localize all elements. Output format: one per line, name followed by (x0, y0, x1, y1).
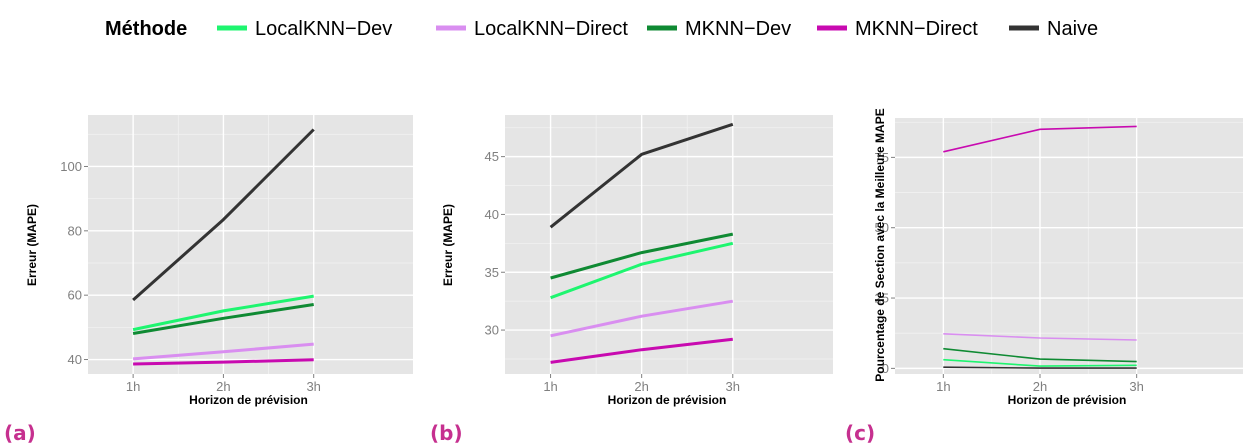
legend-label: LocalKNN−Direct (474, 18, 628, 40)
series-line (132, 303, 314, 335)
y-axis-title: Pourcentage de Section avec la Meilleure… (873, 108, 887, 381)
y-tick-label: 25 (875, 291, 889, 306)
series-line (550, 299, 734, 338)
series-line (132, 294, 314, 332)
legend-label: LocalKNN−Dev (255, 18, 392, 40)
y-axis-title: Erreur (MAPE) (25, 204, 39, 286)
series-line (549, 122, 734, 229)
x-axis-title: Horizon de prévision (608, 393, 727, 407)
y-tick-label: 100 (60, 159, 82, 174)
plot-panel (505, 115, 833, 374)
x-tick-label: 3h (306, 379, 320, 394)
plot-panel (88, 115, 413, 374)
series-line (550, 241, 734, 300)
x-tick-label: 2h (216, 379, 230, 394)
y-tick-label: 35 (485, 265, 499, 280)
legend-label: MKNN−Direct (855, 18, 978, 40)
y-tick-label: 40 (68, 352, 82, 367)
x-tick-label: 2h (634, 379, 648, 394)
series-line (550, 337, 733, 364)
series-line (132, 128, 315, 302)
panel-label: (a) (4, 421, 36, 445)
y-tick-label: 75 (875, 150, 889, 165)
y-tick-label: 50 (875, 220, 889, 235)
x-tick-label: 2h (1033, 379, 1047, 394)
x-axis-title: Horizon de prévision (1008, 393, 1127, 407)
y-tick-label: 30 (485, 323, 499, 338)
series-line (943, 125, 1137, 153)
panel-label: (b) (430, 421, 463, 445)
x-tick-label: 1h (126, 379, 140, 394)
y-tick-label: 0 (882, 361, 889, 376)
x-tick-label: 3h (726, 379, 740, 394)
series-line (943, 366, 1137, 369)
x-axis-title: Horizon de prévision (189, 393, 308, 407)
y-axis-title: Erreur (MAPE) (441, 204, 455, 286)
y-tick-label: 80 (68, 223, 82, 238)
series-line (550, 232, 734, 280)
series-line (943, 347, 1137, 363)
series-line (132, 342, 314, 361)
legend-label: Naive (1047, 18, 1098, 40)
x-tick-label: 1h (543, 379, 557, 394)
x-tick-label: 3h (1129, 379, 1143, 394)
legend-title: Méthode (105, 18, 187, 40)
y-tick-label: 40 (485, 207, 499, 222)
plot-panel (895, 118, 1243, 374)
series-line (943, 358, 1137, 367)
panel-label: (c) (845, 421, 875, 445)
series-line (943, 333, 1137, 341)
y-tick-label: 60 (68, 288, 82, 303)
series-line (133, 358, 314, 366)
legend-label: MKNN−Dev (685, 18, 791, 40)
x-tick-label: 1h (936, 379, 950, 394)
y-tick-label: 45 (485, 149, 499, 164)
